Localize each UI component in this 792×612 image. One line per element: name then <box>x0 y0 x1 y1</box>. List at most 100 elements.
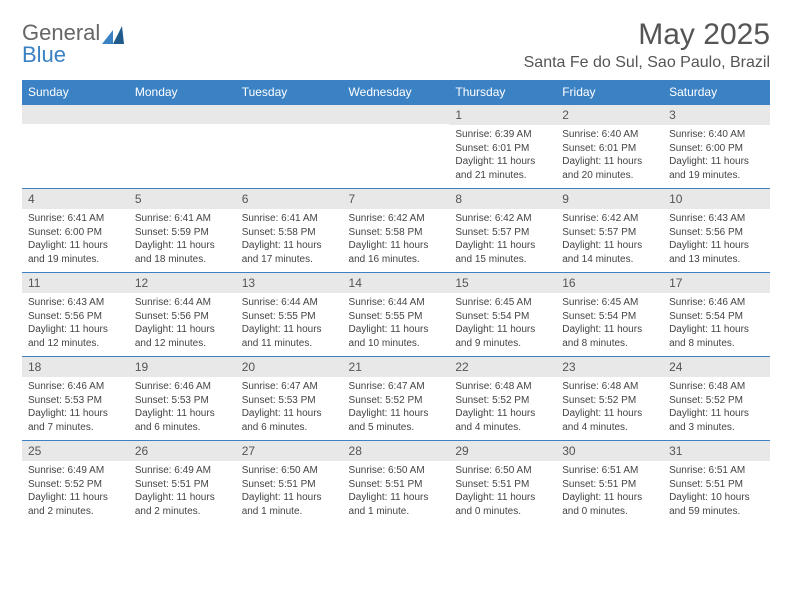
day-body: Sunrise: 6:50 AMSunset: 5:51 PMDaylight:… <box>343 461 450 524</box>
day-number: 5 <box>129 188 236 209</box>
daylight-line: Daylight: 11 hours and 21 minutes. <box>455 155 550 182</box>
day-number: 30 <box>556 440 663 461</box>
sunrise-line: Sunrise: 6:47 AM <box>349 380 444 394</box>
daylight-line: Daylight: 11 hours and 5 minutes. <box>349 407 444 434</box>
day-body: Sunrise: 6:48 AMSunset: 5:52 PMDaylight:… <box>449 377 556 440</box>
logo-text-2: Blue <box>22 44 124 66</box>
day-number: 21 <box>343 356 450 377</box>
day-body: Sunrise: 6:44 AMSunset: 5:56 PMDaylight:… <box>129 293 236 356</box>
daylight-line: Daylight: 11 hours and 3 minutes. <box>669 407 764 434</box>
day-number: 17 <box>663 272 770 293</box>
day-body: Sunrise: 6:40 AMSunset: 6:01 PMDaylight:… <box>556 125 663 188</box>
daylight-line: Daylight: 11 hours and 9 minutes. <box>455 323 550 350</box>
sunset-line: Sunset: 6:00 PM <box>28 226 123 240</box>
sunrise-line: Sunrise: 6:41 AM <box>28 212 123 226</box>
daylight-line: Daylight: 11 hours and 0 minutes. <box>562 491 657 518</box>
daylight-line: Daylight: 11 hours and 19 minutes. <box>669 155 764 182</box>
day-body: Sunrise: 6:50 AMSunset: 5:51 PMDaylight:… <box>449 461 556 524</box>
sunset-line: Sunset: 5:56 PM <box>669 226 764 240</box>
day-body-empty <box>129 125 236 183</box>
day-number: 10 <box>663 188 770 209</box>
day-body: Sunrise: 6:42 AMSunset: 5:57 PMDaylight:… <box>556 209 663 272</box>
day-number: 19 <box>129 356 236 377</box>
sunrise-line: Sunrise: 6:44 AM <box>242 296 337 310</box>
day-number: 25 <box>22 440 129 461</box>
day-body: Sunrise: 6:49 AMSunset: 5:52 PMDaylight:… <box>22 461 129 524</box>
sunset-line: Sunset: 5:54 PM <box>455 310 550 324</box>
day-number: 11 <box>22 272 129 293</box>
sunrise-line: Sunrise: 6:45 AM <box>562 296 657 310</box>
sunset-line: Sunset: 5:52 PM <box>28 478 123 492</box>
sunset-line: Sunset: 5:52 PM <box>669 394 764 408</box>
day-body: Sunrise: 6:46 AMSunset: 5:54 PMDaylight:… <box>663 293 770 356</box>
sunrise-line: Sunrise: 6:42 AM <box>455 212 550 226</box>
daylight-line: Daylight: 11 hours and 7 minutes. <box>28 407 123 434</box>
day-body: Sunrise: 6:41 AMSunset: 5:58 PMDaylight:… <box>236 209 343 272</box>
daylight-line: Daylight: 11 hours and 10 minutes. <box>349 323 444 350</box>
sunrise-line: Sunrise: 6:48 AM <box>562 380 657 394</box>
day-number: 22 <box>449 356 556 377</box>
daylight-line: Daylight: 11 hours and 14 minutes. <box>562 239 657 266</box>
sunrise-line: Sunrise: 6:48 AM <box>669 380 764 394</box>
sunset-line: Sunset: 5:52 PM <box>349 394 444 408</box>
daylight-line: Daylight: 11 hours and 1 minute. <box>349 491 444 518</box>
sunrise-line: Sunrise: 6:41 AM <box>242 212 337 226</box>
sunset-line: Sunset: 5:58 PM <box>349 226 444 240</box>
daylight-line: Daylight: 11 hours and 17 minutes. <box>242 239 337 266</box>
day-body: Sunrise: 6:46 AMSunset: 5:53 PMDaylight:… <box>129 377 236 440</box>
day-number-empty <box>343 104 450 124</box>
daylight-line: Daylight: 11 hours and 19 minutes. <box>28 239 123 266</box>
day-number: 13 <box>236 272 343 293</box>
daylight-line: Daylight: 11 hours and 2 minutes. <box>28 491 123 518</box>
daylight-line: Daylight: 11 hours and 18 minutes. <box>135 239 230 266</box>
sunrise-line: Sunrise: 6:46 AM <box>669 296 764 310</box>
day-body: Sunrise: 6:45 AMSunset: 5:54 PMDaylight:… <box>556 293 663 356</box>
day-body: Sunrise: 6:39 AMSunset: 6:01 PMDaylight:… <box>449 125 556 188</box>
weekday-header: Tuesday <box>236 80 343 104</box>
day-body: Sunrise: 6:44 AMSunset: 5:55 PMDaylight:… <box>343 293 450 356</box>
day-number: 8 <box>449 188 556 209</box>
calendar-body: 123Sunrise: 6:39 AMSunset: 6:01 PMDaylig… <box>22 104 770 524</box>
sunset-line: Sunset: 6:00 PM <box>669 142 764 156</box>
day-number: 20 <box>236 356 343 377</box>
daylight-line: Daylight: 11 hours and 1 minute. <box>242 491 337 518</box>
day-body: Sunrise: 6:45 AMSunset: 5:54 PMDaylight:… <box>449 293 556 356</box>
day-body: Sunrise: 6:43 AMSunset: 5:56 PMDaylight:… <box>663 209 770 272</box>
day-number: 24 <box>663 356 770 377</box>
day-body-empty <box>236 125 343 183</box>
day-body-empty <box>343 125 450 183</box>
header: GeneralBlue May 2025 Santa Fe do Sul, Sa… <box>22 18 770 72</box>
day-number: 6 <box>236 188 343 209</box>
daylight-line: Daylight: 11 hours and 2 minutes. <box>135 491 230 518</box>
sunrise-line: Sunrise: 6:44 AM <box>349 296 444 310</box>
sunset-line: Sunset: 5:52 PM <box>562 394 657 408</box>
sunset-line: Sunset: 5:51 PM <box>349 478 444 492</box>
sunset-line: Sunset: 5:51 PM <box>135 478 230 492</box>
day-number: 28 <box>343 440 450 461</box>
daylight-line: Daylight: 11 hours and 8 minutes. <box>562 323 657 350</box>
sunset-line: Sunset: 5:58 PM <box>242 226 337 240</box>
sunrise-line: Sunrise: 6:51 AM <box>669 464 764 478</box>
sunrise-line: Sunrise: 6:40 AM <box>562 128 657 142</box>
sunrise-line: Sunrise: 6:50 AM <box>242 464 337 478</box>
day-number: 1 <box>449 104 556 125</box>
calendar-table: SundayMondayTuesdayWednesdayThursdayFrid… <box>22 80 770 524</box>
sunrise-line: Sunrise: 6:47 AM <box>242 380 337 394</box>
weekday-header: Monday <box>129 80 236 104</box>
logo-mark-icon <box>102 26 124 44</box>
day-body: Sunrise: 6:40 AMSunset: 6:00 PMDaylight:… <box>663 125 770 188</box>
sunrise-line: Sunrise: 6:50 AM <box>349 464 444 478</box>
sunrise-line: Sunrise: 6:44 AM <box>135 296 230 310</box>
sunset-line: Sunset: 5:56 PM <box>135 310 230 324</box>
daylight-line: Daylight: 11 hours and 4 minutes. <box>562 407 657 434</box>
daylight-line: Daylight: 11 hours and 12 minutes. <box>135 323 230 350</box>
location: Santa Fe do Sul, Sao Paulo, Brazil <box>524 54 770 72</box>
sunrise-line: Sunrise: 6:46 AM <box>135 380 230 394</box>
sunset-line: Sunset: 5:51 PM <box>669 478 764 492</box>
daylight-line: Daylight: 11 hours and 0 minutes. <box>455 491 550 518</box>
daylight-line: Daylight: 11 hours and 4 minutes. <box>455 407 550 434</box>
sunrise-line: Sunrise: 6:42 AM <box>562 212 657 226</box>
sunset-line: Sunset: 5:55 PM <box>349 310 444 324</box>
sunrise-line: Sunrise: 6:43 AM <box>28 296 123 310</box>
logo: GeneralBlue <box>22 18 124 66</box>
